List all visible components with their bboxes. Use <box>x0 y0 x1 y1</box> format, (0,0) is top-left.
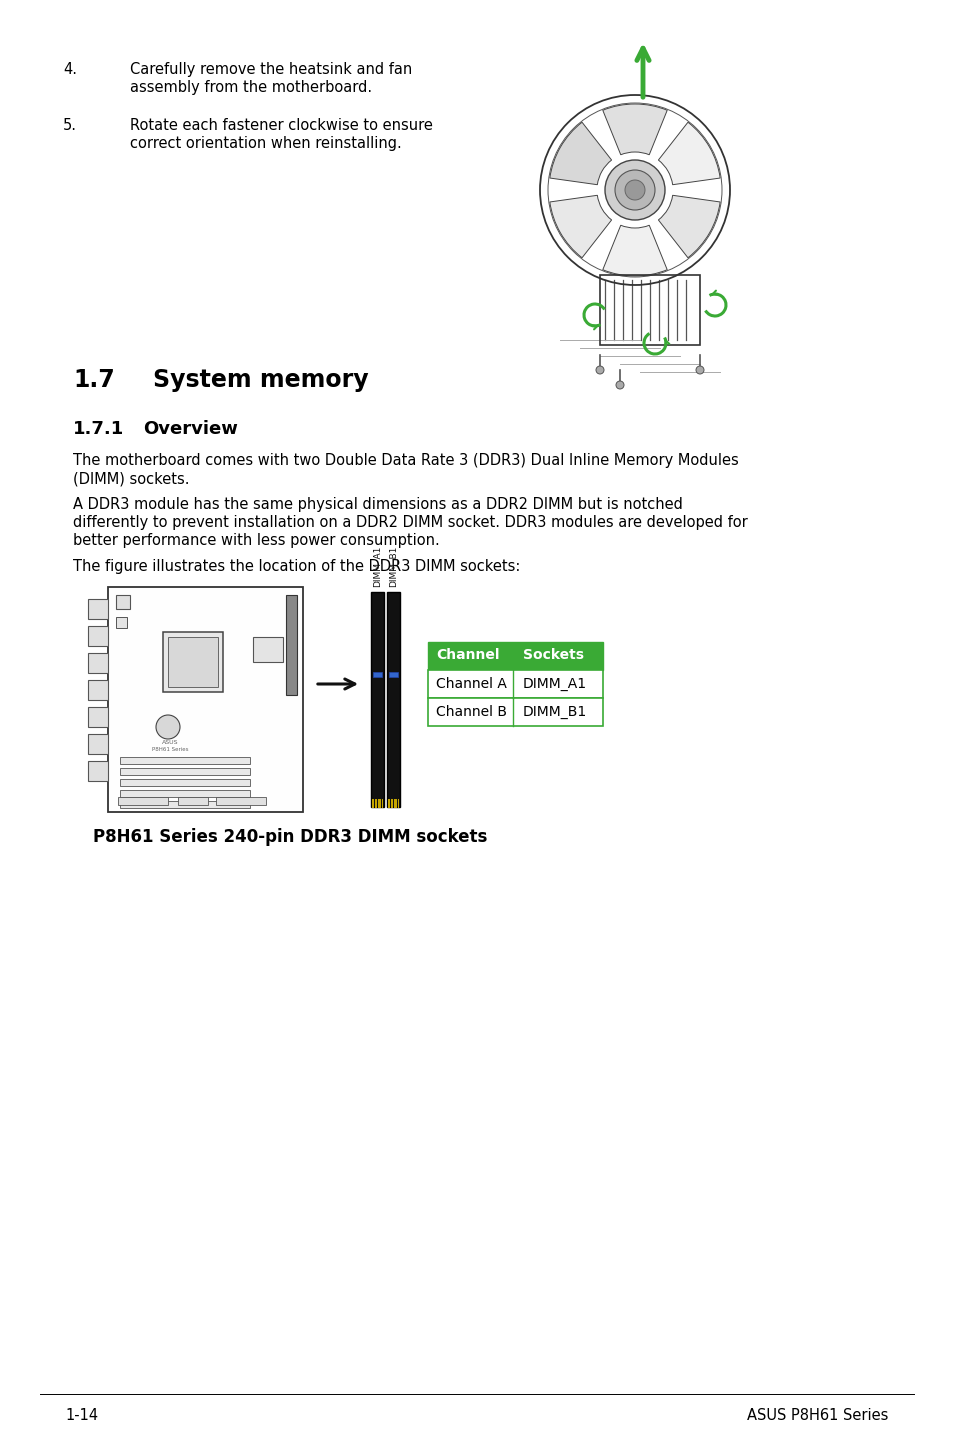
Circle shape <box>616 381 623 390</box>
Text: DIMM_B1: DIMM_B1 <box>522 705 587 719</box>
Text: The figure illustrates the location of the DDR3 DIMM sockets:: The figure illustrates the location of t… <box>73 559 519 574</box>
Text: DIMM_A1: DIMM_A1 <box>522 677 586 692</box>
Bar <box>88 626 108 646</box>
Text: Channel B: Channel B <box>436 705 506 719</box>
Text: (DIMM) sockets.: (DIMM) sockets. <box>73 472 190 486</box>
Wedge shape <box>658 196 720 257</box>
Text: Overview: Overview <box>143 420 237 439</box>
Bar <box>178 797 208 805</box>
Circle shape <box>615 170 655 210</box>
Bar <box>120 779 250 787</box>
Bar <box>371 592 384 807</box>
Bar <box>389 672 397 677</box>
Wedge shape <box>549 122 611 184</box>
Text: P8H61 Series 240-pin DDR3 DIMM sockets: P8H61 Series 240-pin DDR3 DIMM sockets <box>92 828 487 846</box>
Bar <box>88 733 108 754</box>
Text: Rotate each fastener clockwise to ensure: Rotate each fastener clockwise to ensure <box>130 118 433 132</box>
Bar <box>168 637 218 687</box>
Circle shape <box>604 160 664 220</box>
Circle shape <box>156 715 180 739</box>
Bar <box>118 797 168 805</box>
Wedge shape <box>602 104 666 155</box>
Text: The motherboard comes with two Double Data Rate 3 (DDR3) Dual Inline Memory Modu: The motherboard comes with two Double Da… <box>73 453 738 467</box>
Text: A DDR3 module has the same physical dimensions as a DDR2 DIMM but is notched: A DDR3 module has the same physical dime… <box>73 498 682 512</box>
Bar <box>253 637 283 661</box>
Bar <box>120 768 250 775</box>
Bar <box>387 592 399 807</box>
Text: System memory: System memory <box>152 368 368 393</box>
Bar <box>120 756 250 764</box>
Wedge shape <box>549 196 611 257</box>
Text: Carefully remove the heatsink and fan: Carefully remove the heatsink and fan <box>130 62 412 78</box>
Bar <box>116 595 130 610</box>
Text: P8H61 Series: P8H61 Series <box>152 746 188 752</box>
Bar <box>108 587 303 812</box>
Text: Channel: Channel <box>436 649 499 661</box>
Bar <box>286 595 296 695</box>
Bar <box>215 797 266 805</box>
Bar <box>88 653 108 673</box>
Text: assembly from the motherboard.: assembly from the motherboard. <box>130 81 372 95</box>
Text: 1.7.1: 1.7.1 <box>73 420 124 439</box>
Bar <box>120 801 250 808</box>
Bar <box>428 641 602 670</box>
Bar <box>88 761 108 781</box>
Bar <box>120 789 250 797</box>
Text: ASUS: ASUS <box>162 741 178 745</box>
Text: 1.7: 1.7 <box>73 368 114 393</box>
Text: better performance with less power consumption.: better performance with less power consu… <box>73 533 439 548</box>
Text: differently to prevent installation on a DDR2 DIMM socket. DDR3 modules are deve: differently to prevent installation on a… <box>73 515 747 531</box>
Text: DIMM_A1: DIMM_A1 <box>372 545 381 587</box>
Circle shape <box>696 367 703 374</box>
Circle shape <box>624 180 644 200</box>
Circle shape <box>596 367 603 374</box>
Text: ASUS P8H61 Series: ASUS P8H61 Series <box>746 1408 887 1424</box>
Text: Sockets: Sockets <box>522 649 583 661</box>
Wedge shape <box>602 226 666 276</box>
Text: 4.: 4. <box>63 62 77 78</box>
Text: 1-14: 1-14 <box>65 1408 98 1424</box>
Text: Channel A: Channel A <box>436 677 506 692</box>
Text: DIMM_B1: DIMM_B1 <box>388 545 397 587</box>
Bar <box>88 707 108 728</box>
Text: 5.: 5. <box>63 118 77 132</box>
Bar <box>373 672 381 677</box>
Bar <box>163 631 223 692</box>
Bar <box>599 275 700 345</box>
Bar <box>88 680 108 700</box>
Wedge shape <box>658 122 720 184</box>
Bar <box>428 697 602 726</box>
Bar <box>88 600 108 618</box>
Text: correct orientation when reinstalling.: correct orientation when reinstalling. <box>130 137 401 151</box>
Bar <box>116 617 127 628</box>
Bar <box>428 670 602 697</box>
